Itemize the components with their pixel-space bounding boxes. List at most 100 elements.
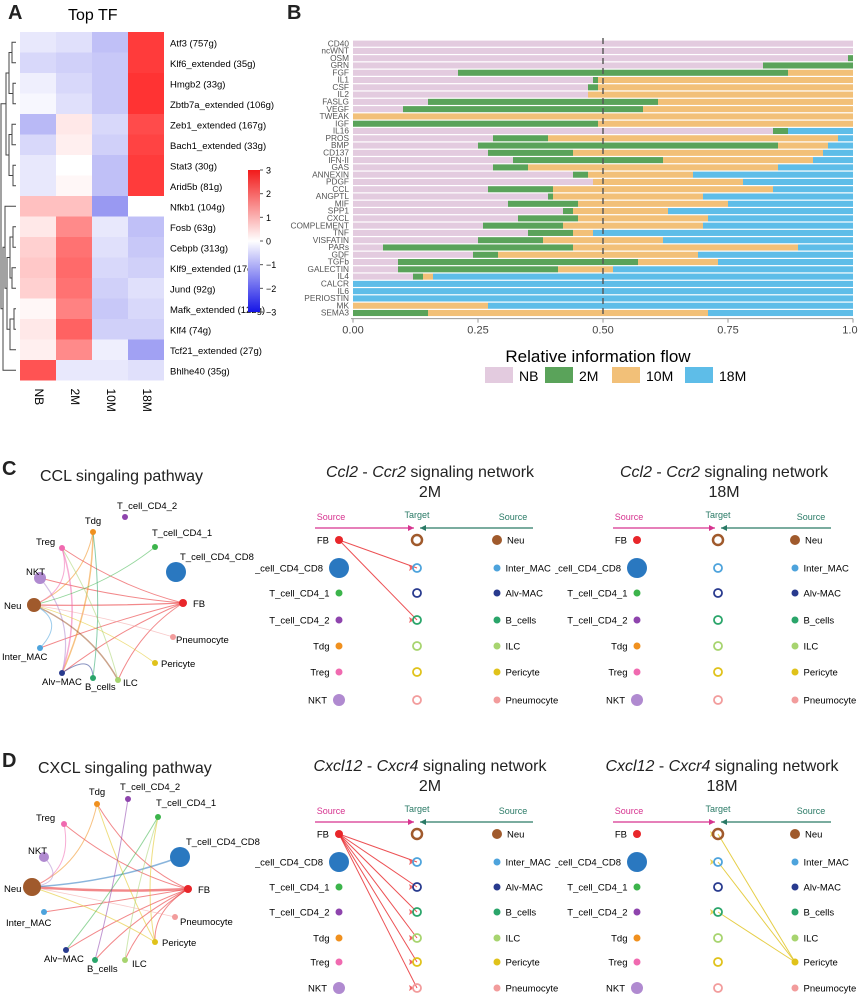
network-edge [717, 861, 796, 963]
legend-swatch [612, 367, 640, 383]
network-source-label: Neu [507, 830, 524, 841]
circle-node [155, 814, 161, 820]
network-c-18m: Source Target Source FB T_cell_CD4_CD8 T_cell… [555, 510, 856, 707]
bar-segment [828, 142, 853, 149]
circle-node [152, 660, 158, 666]
arrow-head [408, 819, 414, 825]
bar-segment [593, 77, 598, 84]
network-source-label: T_cell_CD4_2 [567, 616, 627, 627]
network-source-label: T_cell_CD4_1 [269, 883, 329, 894]
network-source-node [493, 858, 501, 866]
circle-node [92, 957, 98, 963]
network-source-label: Pericyte [506, 668, 540, 679]
bar-segment [353, 193, 548, 200]
arrow-head [409, 859, 414, 865]
heatmap-color-legend [248, 170, 260, 312]
heatmap-cell [20, 298, 56, 319]
bar-segment [658, 98, 853, 105]
circle-node-label: Pericyte [161, 659, 195, 670]
circle-node [152, 544, 158, 550]
circle-node [34, 572, 46, 584]
network-c-2m: Source Target Source FB T_cell_CD4_CD8 T_cell… [255, 510, 558, 707]
heatmap-row-label: Fosb (63g) [170, 223, 216, 234]
bar-category-label: PARs [328, 242, 349, 252]
circle-edge [92, 531, 99, 679]
network-source-node [791, 883, 799, 891]
bar-segment [493, 135, 548, 142]
bar-category-label: SPP1 [328, 206, 350, 216]
network-edge [338, 833, 418, 888]
network-source-label: T_cell_CD4_CD8 [255, 564, 323, 575]
dendrogram-branch [11, 267, 16, 289]
bar-segment [593, 229, 853, 236]
heatmap-row-label: Klf4 (74g) [170, 325, 211, 336]
bar-segment [353, 69, 458, 76]
heatmap-cell [92, 319, 128, 340]
bar-segment [573, 244, 798, 251]
heatmap-cell [20, 93, 56, 114]
bar-segment [638, 259, 718, 266]
network-source-node [333, 694, 345, 706]
age-label: 18M [706, 778, 738, 795]
heatmap-cell [128, 52, 164, 73]
network-source-label: T_cell_CD4_CD8 [555, 858, 621, 869]
bar-segment [773, 127, 788, 135]
network-source-node [791, 696, 799, 704]
network-source-label: Inter_MAC [506, 564, 552, 575]
circle-edges [31, 798, 189, 961]
bar-segment [563, 208, 573, 215]
bar-segment [353, 259, 398, 266]
network-source-label: T_cell_CD4_1 [567, 883, 627, 894]
network-source-node [631, 694, 643, 706]
heatmap-cell [92, 339, 128, 360]
receptor-name: Cxcr4 [376, 758, 419, 775]
circle-node-label: B_cells [85, 682, 116, 693]
heatmap-cell [92, 73, 128, 94]
target-header: Target [705, 804, 731, 814]
network-source-label: FB [317, 536, 329, 547]
heatmap-cells [20, 32, 164, 381]
bar-category-label: PERIOSTIN [304, 293, 349, 303]
network-source-label: Neu [805, 536, 822, 547]
network-source-label: T_cell_CD4_CD8 [555, 564, 621, 575]
network-source-label: Alv-MAC [804, 883, 842, 894]
network-target-node [713, 957, 723, 967]
gene-name: Ccl2 [619, 464, 652, 481]
bar-segment [353, 62, 763, 69]
bar-segment [353, 98, 428, 105]
panel-letter-b: B [287, 2, 302, 24]
bar-segment [598, 84, 853, 91]
arrow-head [409, 959, 414, 965]
network-title-c-18m: Ccl2 - Ccr2 signaling network 18M [590, 464, 858, 502]
circle-edge [39, 577, 67, 674]
network-source-node [791, 668, 799, 676]
heatmap-row-label: Hmgb2 (33g) [170, 79, 225, 90]
network-source-node [633, 668, 641, 676]
bar-segment [473, 251, 498, 258]
circle-node-label: Neu [4, 884, 21, 895]
network-source-node [335, 934, 343, 942]
heatmap-row-label: Stat3 (30g) [170, 161, 217, 172]
circle-node-label: FB [193, 599, 205, 610]
heatmap-row-label: Arid5b (81g) [170, 182, 222, 193]
panel-letter-a: A [8, 2, 23, 24]
source-header: Source [615, 512, 644, 522]
heatmap-row-label: Atf3 (757g) [170, 38, 217, 49]
heatmap-cell [92, 216, 128, 237]
network-target-node [410, 827, 424, 841]
bar-segment [353, 273, 413, 280]
circle-edges [33, 531, 184, 681]
dendrogram-branch [11, 123, 16, 146]
network-source-label: ILC [506, 934, 521, 945]
network-source-node [335, 958, 343, 966]
heatmap-cell [92, 196, 128, 217]
heatmap-row-label: Bhlhe40 (35g) [170, 366, 230, 377]
bar-category-label: CCL [332, 184, 349, 194]
network-source-node [633, 908, 641, 916]
circle-node [115, 677, 121, 683]
heatmap-cell [56, 52, 92, 73]
heatmap-cell [20, 278, 56, 299]
heatmap-cell [20, 175, 56, 196]
bar-segment [478, 237, 543, 244]
dendrogram-branch [12, 164, 16, 187]
